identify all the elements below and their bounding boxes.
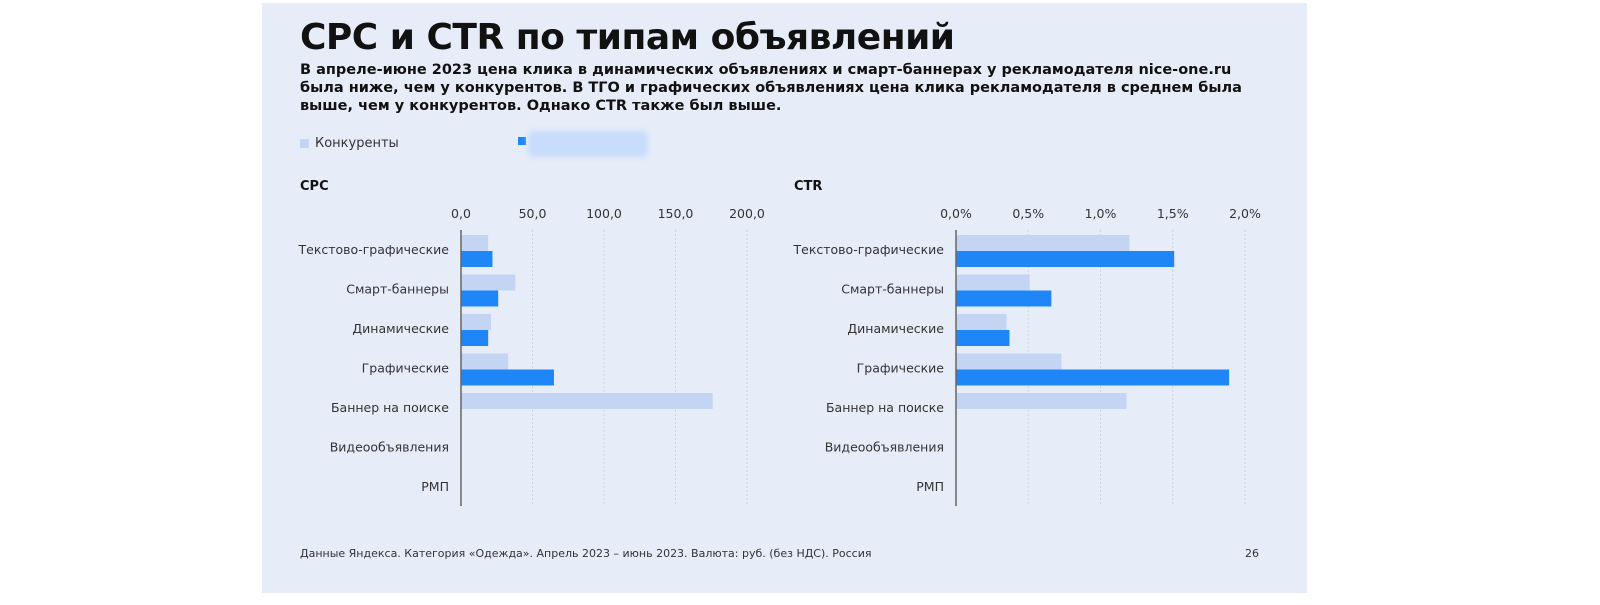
bar-competitors [461, 235, 489, 251]
tick-label: 50,0 [519, 206, 547, 221]
legend-competitors: Конкуренты [300, 136, 399, 151]
bar-advertiser [956, 330, 1010, 346]
tick-label: 0,0 [451, 206, 471, 221]
bar-advertiser [956, 290, 1052, 307]
bar-competitors [956, 393, 1127, 409]
bar-competitors [461, 353, 509, 370]
bar-advertiser [956, 369, 1230, 386]
bar-advertiser [956, 251, 1175, 267]
category-label: Графические [362, 361, 450, 376]
tick-label: 1,5% [1157, 206, 1189, 221]
slide: CPC и CTR по типам объявлений В апреле-и… [262, 3, 1307, 593]
tick-label: 2,0% [1229, 206, 1261, 221]
cpc-title: CPC [300, 179, 329, 194]
category-label: Баннер на поиске [331, 400, 449, 415]
tick-label: 100,0 [586, 206, 622, 221]
category-label: Видеообъявления [330, 440, 449, 455]
category-label: Динамические [352, 321, 449, 336]
bar-competitors [956, 274, 1030, 291]
category-label: Динамические [847, 321, 944, 336]
footer-note: Данные Яндекса. Категория «Одежда». Апре… [300, 547, 872, 560]
bar-advertiser [461, 330, 489, 346]
ctr-title: CTR [794, 179, 823, 194]
tick-label: 0,0% [940, 206, 972, 221]
tick-label: 0,5% [1012, 206, 1044, 221]
tick-label: 150,0 [658, 206, 694, 221]
category-label: РМП [421, 479, 449, 494]
tick-label: 1,0% [1085, 206, 1117, 221]
bar-competitors [956, 353, 1062, 370]
category-label: Графические [857, 361, 945, 376]
bar-advertiser [461, 251, 493, 267]
category-label: Текстово-графические [793, 242, 945, 257]
page-number: 26 [1245, 547, 1259, 560]
bar-advertiser [461, 369, 554, 386]
bar-advertiser [461, 290, 499, 307]
legend-swatch-advertiser [518, 137, 526, 145]
legend-label: Конкуренты [315, 136, 399, 151]
bar-competitors [461, 274, 516, 291]
redacted-legend-label [528, 131, 648, 157]
category-label: Баннер на поиске [826, 400, 944, 415]
page-title: CPC и CTR по типам объявлений [300, 17, 955, 58]
bar-competitors [956, 314, 1007, 330]
category-label: Смарт-баннеры [841, 282, 944, 297]
category-label: Текстово-графические [298, 242, 450, 257]
category-label: РМП [916, 479, 944, 494]
subtitle: В апреле-июне 2023 цена клика в динамиче… [300, 62, 1242, 114]
tick-label: 200,0 [729, 206, 765, 221]
bar-competitors [461, 393, 713, 409]
legend-swatch-competitors [300, 139, 309, 148]
category-label: Видеообъявления [825, 440, 944, 455]
bar-competitors [461, 314, 492, 330]
bar-competitors [956, 235, 1130, 251]
category-label: Смарт-баннеры [346, 282, 449, 297]
